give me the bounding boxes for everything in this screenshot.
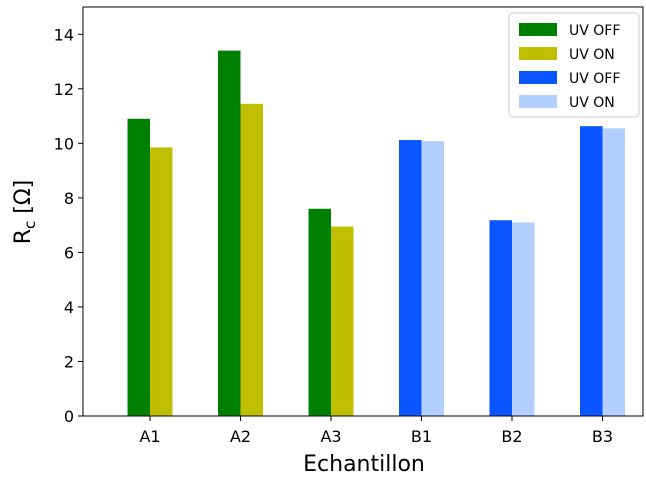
x-tick-label: B2 [501, 427, 522, 446]
y-tick-label: 14 [54, 25, 74, 44]
legend-swatch [519, 23, 557, 36]
legend-label: UV OFF [569, 23, 620, 39]
axis-ticks-group: A1 A2 A3 B1 B2 B3 0 2 4 6 8 10 12 14 [54, 25, 613, 446]
bar-A1-series-0 [127, 118, 150, 416]
legend-label: UV ON [569, 95, 615, 111]
plot-frame [82, 6, 644, 417]
y-tick-label: 4 [64, 298, 74, 317]
y-tick-label: 12 [54, 80, 74, 99]
bar-A3-series-0 [308, 208, 331, 416]
y-tick-label: 2 [64, 352, 74, 371]
x-tick-label: A3 [320, 427, 341, 446]
svg-text:Rc [Ω]: Rc [Ω] [11, 180, 39, 245]
y-tick-label: 0 [64, 407, 74, 426]
y-axis-title: Rc [Ω] [11, 180, 39, 245]
x-tick-label: A1 [139, 427, 160, 446]
legend-swatch [519, 71, 557, 84]
y-tick-label: 6 [64, 243, 74, 262]
legend: UV OFF UV ON UV OFF UV ON [508, 12, 640, 118]
bars-group [127, 50, 625, 417]
y-axis-title-sub: c [21, 221, 39, 229]
x-tick-label: B1 [411, 427, 432, 446]
bar-B1-series-3 [421, 141, 444, 416]
bar-B2-series-2 [489, 220, 512, 416]
x-tick-label: B3 [592, 427, 613, 446]
x-tick-label: A2 [230, 427, 251, 446]
legend-label: UV OFF [569, 71, 620, 87]
legend-box [508, 12, 640, 118]
y-tick-label: 10 [54, 134, 74, 153]
y-tick-label: 8 [64, 189, 74, 208]
legend-label: UV ON [569, 47, 615, 63]
y-axis-title-unit: [Ω] [11, 180, 36, 221]
bar-B3-series-3 [602, 128, 625, 416]
x-axis-title: Echantillon [303, 452, 425, 477]
bar-B1-series-2 [399, 140, 422, 416]
legend-swatch [519, 47, 557, 60]
bar-A1-series-1 [150, 147, 173, 417]
bar-B2-series-3 [512, 222, 535, 416]
y-axis-title-main: R [11, 229, 36, 244]
bar-A2-series-1 [240, 103, 263, 417]
bar-B3-series-2 [580, 126, 603, 416]
bar-A3-series-1 [331, 226, 354, 416]
bar-A2-series-0 [218, 50, 241, 416]
legend-swatch [519, 95, 557, 108]
